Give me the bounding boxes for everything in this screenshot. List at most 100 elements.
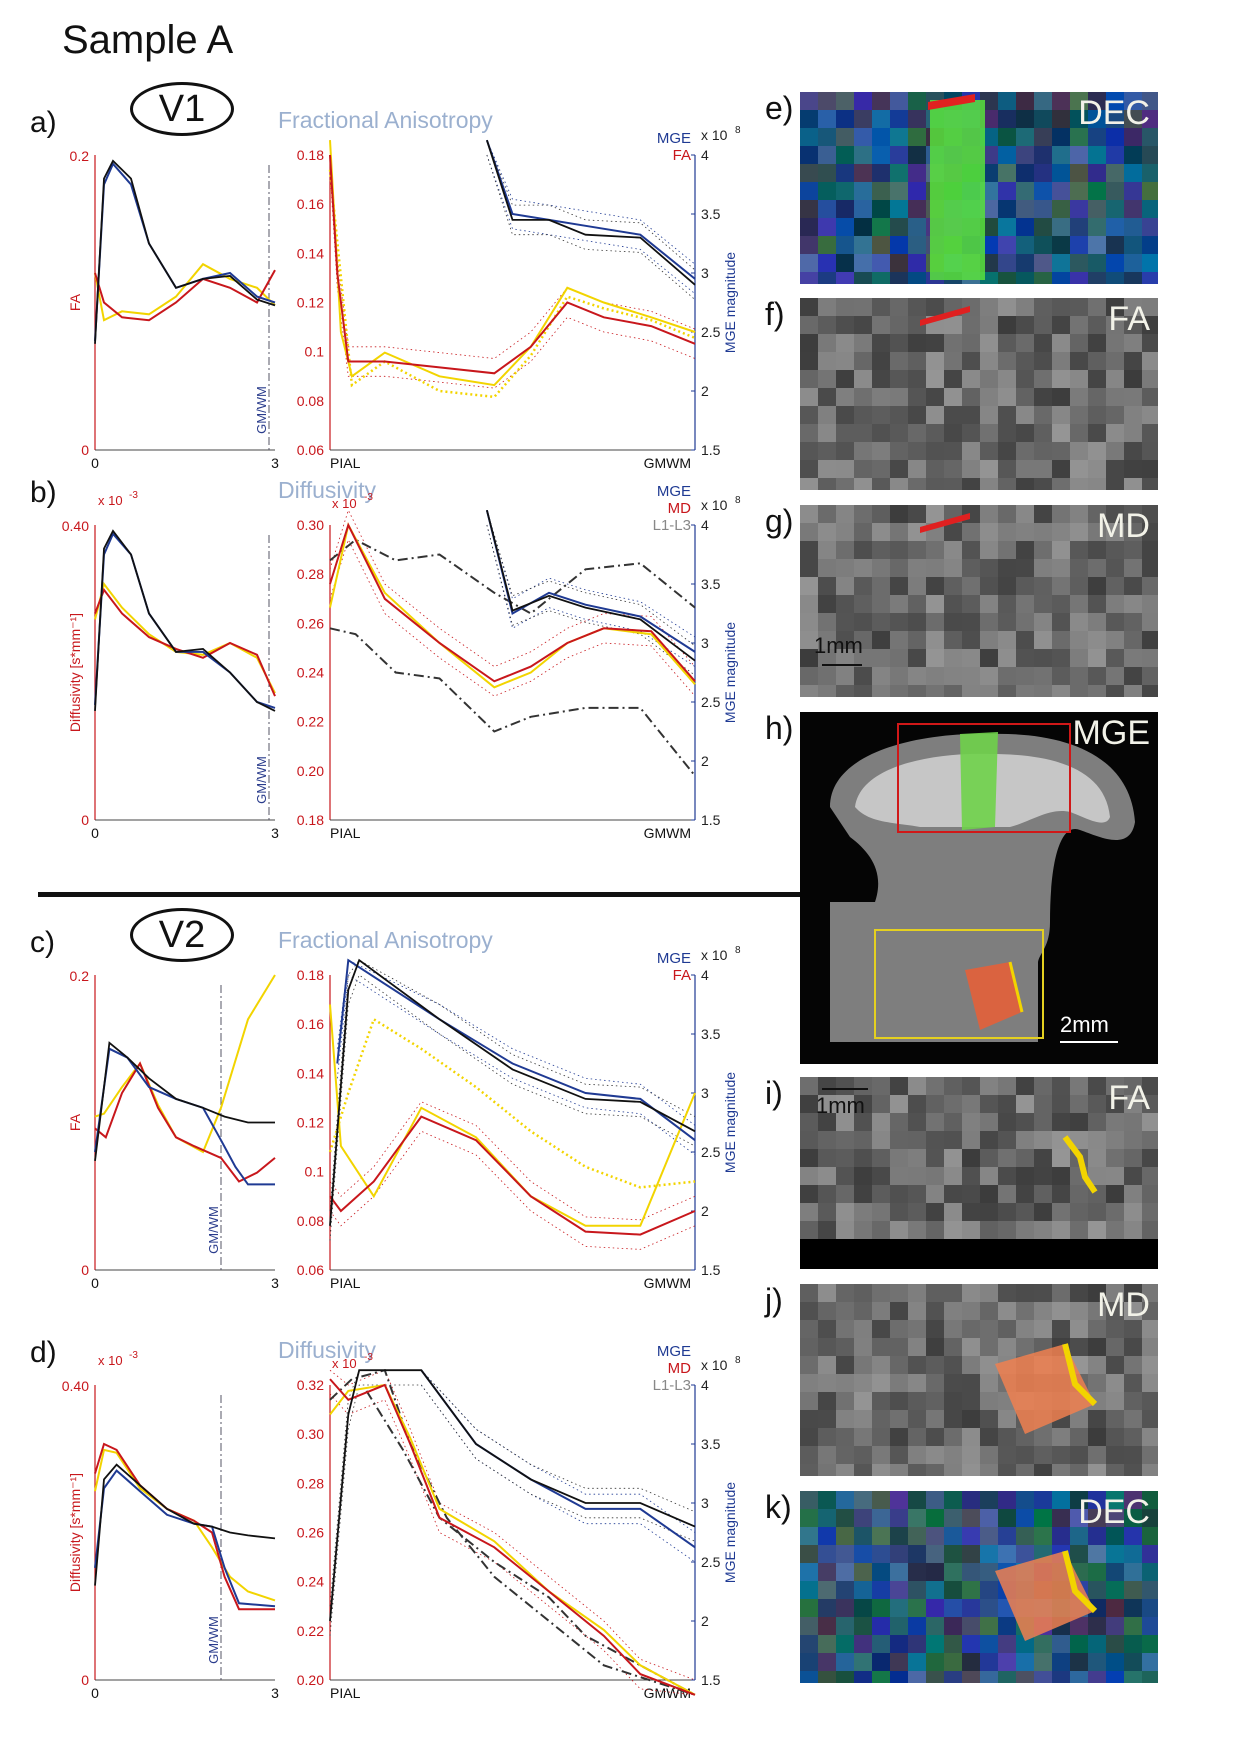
main-exp-power-d: -3 [364, 1352, 373, 1363]
pixel [944, 1545, 962, 1563]
pixel [1142, 424, 1158, 442]
band-lower-mge-c [336, 974, 696, 1156]
pixel [1142, 1527, 1158, 1545]
pixel [1016, 667, 1034, 685]
pixel [800, 218, 818, 236]
pixel [944, 1563, 962, 1581]
main-y2tick-c-5: 1.5 [701, 1262, 721, 1278]
main-y2tick-a-5: 1.5 [701, 442, 721, 458]
pixel [1052, 523, 1070, 541]
main-x-left-a: PIAL [330, 455, 361, 471]
pixel [908, 1374, 926, 1392]
legend-a-0: MGE [657, 130, 691, 147]
pixel [818, 218, 836, 236]
band-upper-blk-c [329, 959, 696, 1212]
pixel [1034, 128, 1052, 146]
pixel [1124, 128, 1142, 146]
pixel [962, 1338, 980, 1356]
pixel [1124, 442, 1142, 460]
legend-a-1: FA [673, 147, 691, 164]
pixel [1106, 128, 1124, 146]
pixel [872, 505, 890, 523]
pixel [818, 1302, 836, 1320]
pixel [998, 164, 1016, 182]
pixel [1124, 631, 1142, 649]
pixel [980, 613, 998, 631]
pixel [1142, 1464, 1158, 1476]
left-series-alt-b [94, 581, 276, 694]
pixel [1142, 1077, 1158, 1095]
band-upper-fa-b [329, 509, 696, 668]
pixel [944, 1410, 962, 1428]
band-upper-fa-c [329, 1101, 696, 1221]
pixel [1106, 1581, 1124, 1599]
pixel [818, 1113, 836, 1131]
pixel [836, 272, 854, 284]
pixel [1016, 298, 1034, 316]
pixel [872, 1239, 890, 1257]
pixel [1142, 92, 1158, 110]
pixel [854, 388, 872, 406]
pixel [1070, 370, 1088, 388]
pixel [872, 164, 890, 182]
left-xtick-0-a: 0 [91, 455, 99, 471]
pixel [908, 478, 926, 490]
pixel [926, 505, 944, 523]
pixel [1124, 146, 1142, 164]
main-ytick-d-5: 0.22 [297, 1623, 324, 1639]
main-y2tick-d-1: 3.5 [701, 1436, 721, 1452]
pixel [1016, 1131, 1034, 1149]
pixel [836, 1374, 854, 1392]
pixel [1106, 559, 1124, 577]
pixel [1142, 667, 1158, 685]
pixel [836, 559, 854, 577]
pixel [908, 1635, 926, 1653]
pixel [980, 406, 998, 424]
pixel [1088, 1491, 1106, 1509]
pixel [1052, 559, 1070, 577]
pixel [908, 1563, 926, 1581]
pixel [998, 406, 1016, 424]
main-y2-label-b: MGE magnitude [722, 622, 738, 723]
pixel [1016, 1095, 1034, 1113]
pixel [908, 1464, 926, 1476]
pixel [1052, 298, 1070, 316]
pixel [872, 272, 890, 284]
roi-red-edge [920, 513, 970, 533]
pixel [980, 1545, 998, 1563]
main-ytick-a-6: 0.06 [297, 442, 324, 458]
pixel [836, 1149, 854, 1167]
pixel [962, 1302, 980, 1320]
pixel [1052, 1239, 1070, 1257]
pixel [926, 460, 944, 478]
pixel [1106, 1113, 1124, 1131]
pixel [1016, 1635, 1034, 1653]
chart-d: d) Diffusivity 0.40 0 x 10 -3 0 3 Diffusivity [s… [30, 1336, 741, 1701]
main-y2tick-a-2: 3 [701, 265, 709, 281]
pixel [872, 388, 890, 406]
main-ytick-b-3: 0.24 [297, 665, 324, 681]
pixel [908, 182, 926, 200]
pixel [1016, 424, 1034, 442]
pixel [962, 1185, 980, 1203]
pixel [818, 1221, 836, 1239]
pixel [800, 164, 818, 182]
pixel [1052, 649, 1070, 667]
pixel [1124, 1302, 1142, 1320]
pixel [854, 1617, 872, 1635]
main-y2tick-c-0: 4 [701, 967, 709, 983]
pixel [818, 128, 836, 146]
pixel [872, 1653, 890, 1671]
pixel [1124, 1392, 1142, 1410]
pixel [908, 1203, 926, 1221]
pixel [800, 1203, 818, 1221]
pixel [962, 685, 980, 697]
pixel [944, 1302, 962, 1320]
pixel [944, 1599, 962, 1617]
pixel [944, 1509, 962, 1527]
pixel [800, 1599, 818, 1617]
pixel [800, 1095, 818, 1113]
pixel [1070, 1284, 1088, 1302]
pixel [854, 1599, 872, 1617]
pixel [1052, 1491, 1070, 1509]
